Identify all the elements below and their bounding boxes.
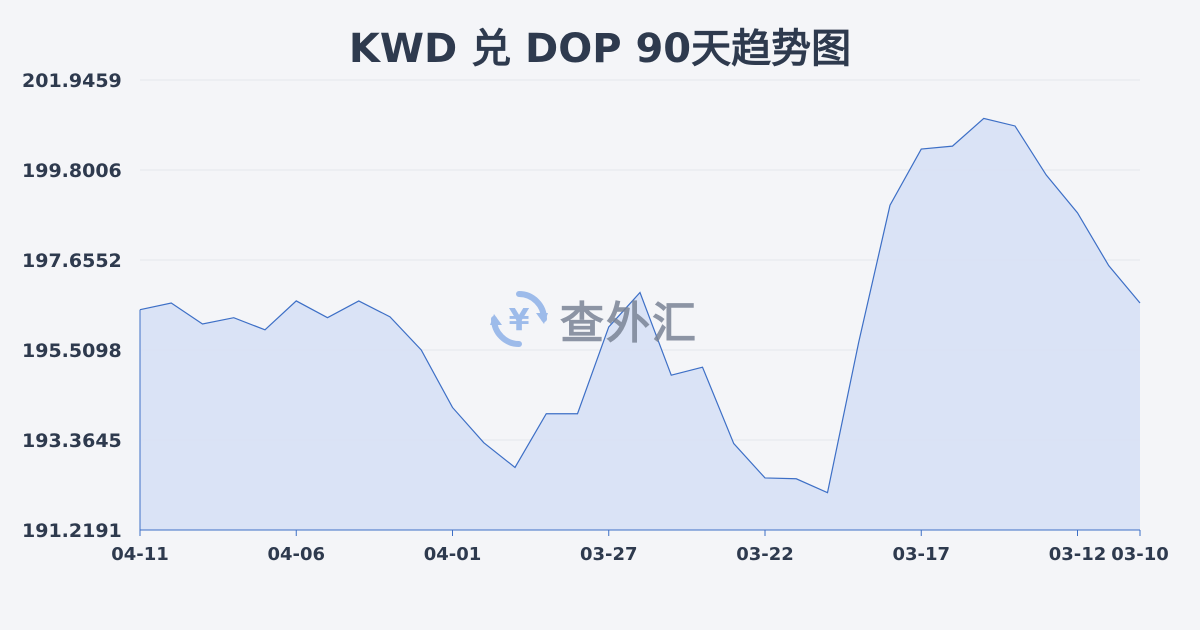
y-tick-label: 191.2191 xyxy=(22,520,122,542)
area-series xyxy=(139,117,1141,531)
x-tick-label: 04-01 xyxy=(424,544,482,565)
y-tick-label: 199.8006 xyxy=(22,160,122,182)
area-fill xyxy=(140,118,1140,531)
y-tick-label: 193.3645 xyxy=(22,430,122,452)
x-tick-label: 03-27 xyxy=(580,544,638,565)
series-line xyxy=(139,117,1141,494)
x-axis-ticks: 04-11 04-06 04-01 03-27 03-22 03-17 03-12 03-10 xyxy=(111,530,1169,565)
y-axis-ticks: 201.9459 199.8006 197.6552 195.5098 193.3645… xyxy=(22,70,122,542)
x-tick-label: 03-12 xyxy=(1049,544,1107,565)
y-tick-label: 195.5098 xyxy=(22,340,122,362)
x-tick-label: 03-10 xyxy=(1111,544,1169,565)
watermark: ¥ 查外汇 xyxy=(488,287,698,351)
watermark-text: 查外汇 xyxy=(560,298,698,349)
x-tick-label: 04-11 xyxy=(111,544,169,565)
svg-text:¥: ¥ xyxy=(509,303,530,338)
x-tick-label: 03-22 xyxy=(736,544,794,565)
chart-title: KWD 兑 DOP 90天趋势图 xyxy=(348,26,852,72)
y-tick-label: 201.9459 xyxy=(22,70,122,92)
yen-exchange-icon: ¥ xyxy=(490,291,548,347)
y-tick-label: 197.6552 xyxy=(22,250,122,272)
x-tick-label: 04-06 xyxy=(267,544,325,565)
x-tick-label: 03-17 xyxy=(892,544,950,565)
